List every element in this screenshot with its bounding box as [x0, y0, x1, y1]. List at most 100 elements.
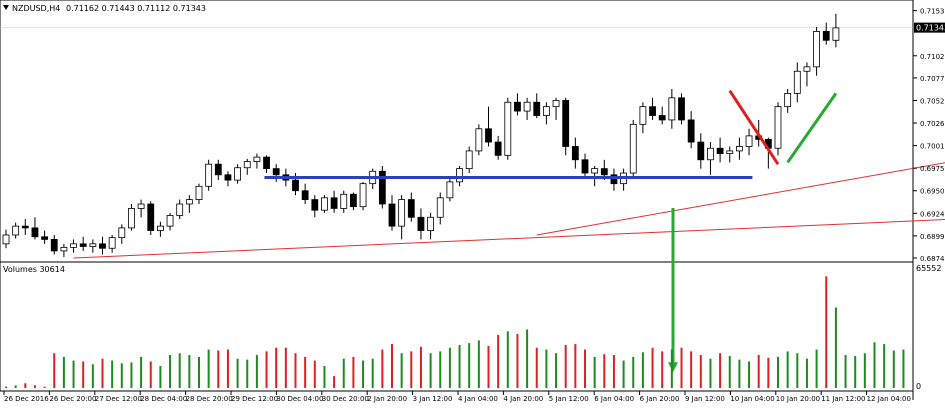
bull-candle: [832, 27, 840, 41]
current-price-box: [914, 22, 945, 33]
bear-candle: [50, 239, 58, 252]
bull-candle: [591, 168, 599, 174]
price-tick-label: 0.71025: [920, 53, 945, 61]
time-tick-label: 27 Dec 12:00: [95, 395, 142, 403]
bull-candle: [543, 106, 550, 116]
bear-candle: [301, 190, 309, 200]
bear-candle: [658, 115, 666, 121]
bull-candle: [205, 163, 213, 187]
price-tick-label: 0.69755: [920, 165, 945, 173]
bull-candle: [436, 197, 444, 218]
bull-candle: [137, 203, 145, 209]
dropdown-triangle-icon[interactable]: [3, 5, 9, 10]
time-tick-label: 12 Jan 04:00: [867, 395, 911, 403]
time-tick-label: 28 Dec 04:00: [140, 395, 187, 403]
bull-candle: [668, 97, 676, 121]
bull-candle: [639, 106, 647, 125]
bull-candle: [60, 246, 68, 252]
price-tick-label: 0.70775: [920, 75, 945, 83]
bull-candle: [176, 203, 184, 216]
price-tick-label: 0.70265: [920, 120, 945, 128]
bear-candle: [378, 170, 386, 205]
time-tick-label: 9 Jan 12:00: [685, 395, 725, 403]
bull-candle: [243, 161, 251, 169]
bear-candle: [581, 159, 589, 174]
bear-candle: [407, 199, 415, 218]
bear-candle: [514, 101, 521, 112]
time-tick-label: 10 Jan 04:00: [730, 395, 774, 403]
bull-candle: [166, 215, 174, 227]
bull-candle: [774, 106, 782, 149]
bull-candle: [707, 147, 714, 161]
bear-candle: [292, 179, 299, 192]
bull-candle: [234, 167, 242, 181]
bear-candle: [716, 147, 724, 154]
bear-candle: [417, 216, 425, 231]
time-tick-label: 30 Dec 20:00: [322, 395, 369, 403]
volume-axis-bottom: 0: [916, 382, 921, 391]
bear-candle: [311, 199, 319, 211]
bull-candle: [321, 197, 328, 211]
bull-candle: [340, 193, 348, 209]
bear-candle: [147, 203, 155, 231]
bull-candle: [2, 234, 10, 245]
red-drawn-line[interactable]: [728, 89, 780, 166]
time-tick-label: 10 Jan 20:00: [776, 395, 820, 403]
bull-candle: [504, 101, 512, 156]
bear-candle: [79, 243, 87, 247]
bull-candle: [156, 225, 164, 231]
bull-candle: [185, 199, 193, 205]
bear-candle: [533, 101, 541, 116]
volume-label: Volumes 30614: [3, 265, 65, 274]
bull-candle: [629, 123, 637, 174]
bull-candle: [456, 168, 463, 183]
bear-candle: [330, 197, 338, 209]
bear-candle: [571, 146, 579, 161]
bear-candle: [99, 243, 106, 249]
bear-candle: [224, 174, 232, 181]
bull-candle: [89, 243, 97, 247]
green-drawn-line[interactable]: [786, 92, 838, 164]
volume-axis-top: 65552: [916, 264, 941, 273]
bull-candle: [398, 199, 406, 227]
projection-arrow-head-icon: [668, 362, 678, 373]
bull-candle: [118, 227, 126, 239]
bull-candle: [726, 150, 734, 154]
time-tick-label: 29 Dec 12:00: [231, 395, 278, 403]
bear-candle: [822, 31, 830, 41]
bear-candle: [485, 128, 492, 143]
bear-candle: [678, 97, 685, 121]
bull-candle: [108, 237, 116, 249]
lower-trendline: [73, 219, 945, 259]
bear-candle: [21, 225, 29, 229]
price-tick-label: 0.71535: [920, 8, 945, 16]
time-tick-label: 4 Jan 04:00: [458, 395, 498, 403]
bull-candle: [12, 225, 20, 236]
bear-candle: [600, 168, 608, 176]
symbol-label: NZDUSD,H4: [12, 4, 60, 13]
symbol-header: NZDUSD,H4 0.71162 0.71443 0.71112 0.7134…: [3, 4, 206, 13]
bear-candle: [649, 106, 656, 116]
bull-candle: [195, 185, 203, 200]
bear-candle: [697, 141, 705, 161]
ohlc-readout: 0.71162 0.71443 0.71112 0.71343: [66, 4, 206, 13]
time-tick-label: 26 Dec 20:00: [49, 395, 96, 403]
bull-candle: [427, 216, 435, 231]
bull-candle: [745, 135, 753, 147]
bull-candle: [446, 181, 454, 199]
bull-candle: [465, 150, 473, 170]
bear-candle: [562, 100, 570, 147]
bull-candle: [70, 243, 77, 248]
bear-candle: [687, 119, 695, 143]
time-tick-label: 5 Jan 12:00: [549, 395, 589, 403]
bear-candle: [263, 156, 270, 170]
bull-candle: [128, 208, 135, 229]
time-tick-label: 11 Jan 12:00: [821, 395, 865, 403]
bear-candle: [41, 236, 48, 240]
